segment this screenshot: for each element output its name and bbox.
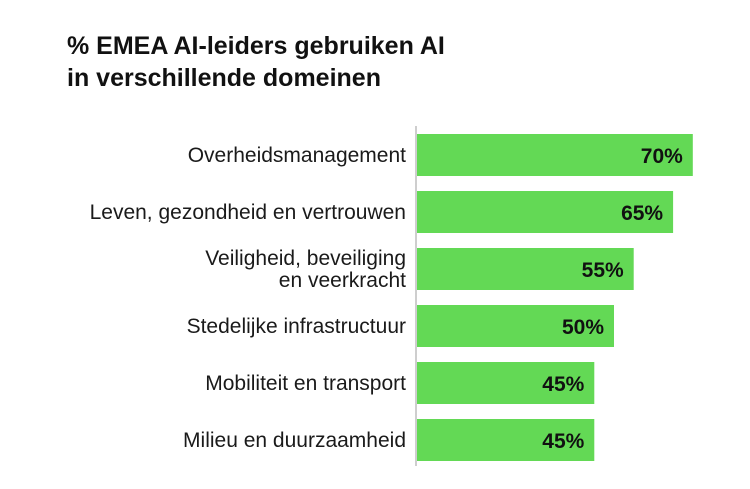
bar-4 (417, 362, 595, 404)
value-label-1: 65% (621, 202, 663, 225)
chart-title-line-2: in verschillende domeinen (67, 64, 381, 92)
chart-title-line-1: % EMEA AI-leiders gebruiken AI (67, 32, 445, 60)
bar-2 (417, 248, 634, 290)
chart-title: % EMEA AI-leiders gebruiken AI in versch… (67, 30, 587, 94)
value-label-0: 70% (641, 145, 683, 168)
value-label-4: 45% (542, 373, 584, 396)
bar-1 (417, 191, 674, 233)
category-label-4: Mobiliteit en transport (205, 372, 406, 395)
category-label-3: Stedelijke infrastructuur (187, 315, 406, 338)
value-label-5: 45% (542, 430, 584, 453)
bar-3 (417, 305, 614, 347)
category-label-0: Overheidsmanagement (188, 144, 406, 167)
value-label-3: 50% (562, 316, 604, 339)
bar-0 (417, 134, 693, 176)
category-label-2: Veiligheid, beveiliging en veerkracht (205, 247, 406, 292)
bar-5 (417, 419, 595, 461)
category-label-5: Milieu en duurzaamheid (183, 429, 406, 452)
value-label-2: 55% (582, 259, 624, 282)
category-label-1: Leven, gezondheid en vertrouwen (90, 201, 406, 224)
